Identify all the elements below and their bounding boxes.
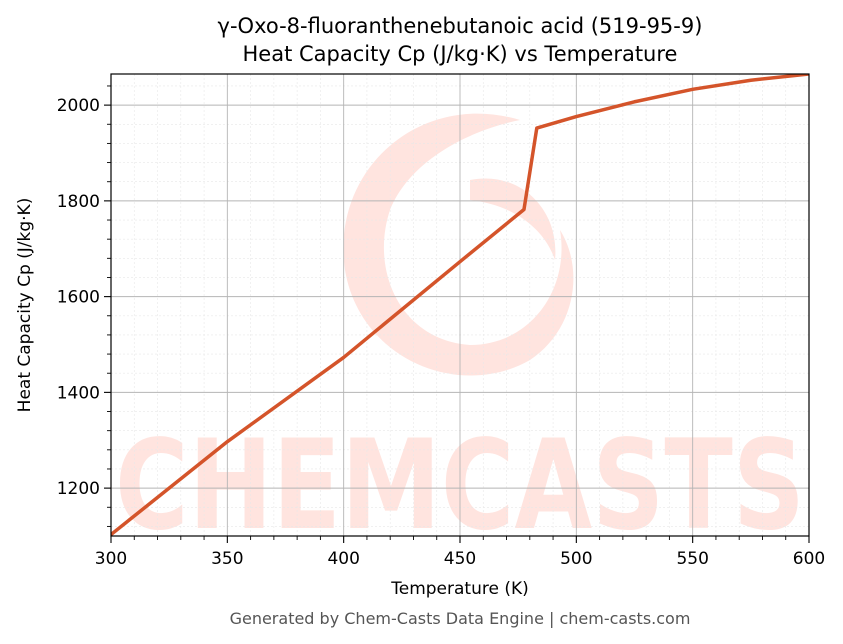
x-axis-label: Temperature (K) [390,579,529,599]
x-tick-label: 350 [211,549,243,569]
x-tick-label: 600 [793,549,825,569]
chart-subtitle: Heat Capacity Cp (J/kg·K) vs Temperature [243,42,678,66]
y-tick-label: 1400 [57,383,100,403]
chart-title: γ-Oxo-8-fluoranthenebutanoic acid (519-9… [218,14,703,38]
y-axis-label: Heat Capacity Cp (J/kg·K) [15,198,35,413]
y-tick-label: 1200 [57,479,100,499]
footer-credit: Generated by Chem-Casts Data Engine | ch… [230,609,691,628]
x-tick-label: 300 [95,549,127,569]
x-tick-label: 550 [676,549,708,569]
series-line [111,74,809,536]
x-axis: 300 350 400 450 500 550 600 [95,536,825,569]
x-tick-label: 500 [560,549,592,569]
y-tick-label: 1600 [57,288,100,308]
y-axis: 1200 1400 1600 1800 2000 [57,85,111,527]
x-tick-label: 400 [327,549,359,569]
y-tick-label: 1800 [57,192,100,212]
watermark-logo-swirl [343,113,574,376]
y-tick-label: 2000 [57,96,100,116]
x-tick-label: 450 [444,549,476,569]
